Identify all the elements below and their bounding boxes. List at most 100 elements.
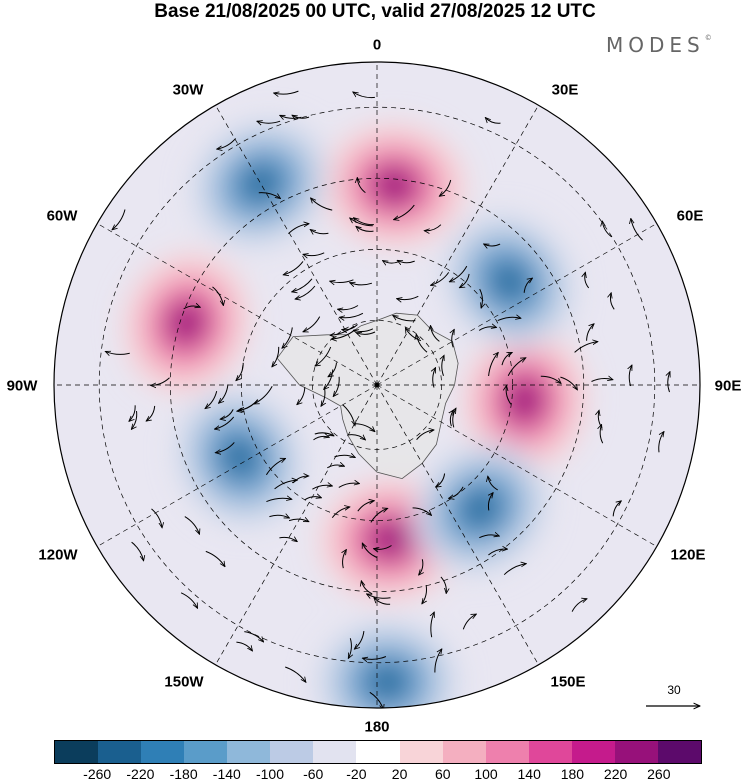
wind-arrow bbox=[523, 278, 532, 293]
wind-arrow bbox=[540, 375, 561, 383]
wind-arrow bbox=[356, 226, 374, 232]
lon-label-60e: 60E bbox=[676, 207, 704, 225]
wind-arrow bbox=[348, 434, 365, 440]
colorbar-segment bbox=[442, 741, 486, 763]
wind-arrow bbox=[292, 278, 313, 292]
negative-anomaly-175e bbox=[316, 619, 459, 708]
lon-label-0: 0 bbox=[372, 36, 382, 54]
wind-arrow bbox=[282, 327, 293, 348]
wind-arrow bbox=[303, 252, 325, 256]
wind-arrow bbox=[362, 543, 378, 558]
antarctica-landmass bbox=[276, 312, 459, 480]
lon-label-120w: 120W bbox=[38, 546, 78, 564]
colorbar-tick-label: -140 bbox=[212, 766, 241, 782]
wind-arrow bbox=[236, 641, 252, 651]
wind-arrow bbox=[394, 204, 415, 220]
wind-arrow bbox=[591, 378, 614, 382]
wind-arrow bbox=[303, 316, 321, 332]
wind-arrow bbox=[304, 497, 322, 501]
wind-arrow bbox=[205, 390, 218, 409]
wind-arrow bbox=[431, 612, 434, 638]
wind-arrow bbox=[288, 224, 309, 235]
wind-arrow bbox=[442, 355, 444, 376]
wind-arrow bbox=[362, 656, 387, 660]
wind-arrow bbox=[484, 244, 501, 246]
map-border bbox=[53, 61, 701, 709]
colorbar-tick-label: 260 bbox=[647, 766, 671, 782]
wind-arrow bbox=[488, 476, 498, 491]
wind-arrow bbox=[269, 515, 289, 518]
wind-arrow bbox=[331, 507, 350, 519]
wind-arrow bbox=[488, 352, 499, 377]
colorbar-segment bbox=[356, 741, 400, 763]
wind-arrow bbox=[312, 485, 332, 490]
wind-arrow bbox=[183, 306, 201, 310]
wind-arrow bbox=[462, 614, 476, 630]
wind-arrow bbox=[431, 325, 440, 342]
wind-arrow bbox=[265, 458, 285, 476]
colorbar-segment bbox=[270, 741, 314, 763]
wind-arrow bbox=[105, 351, 130, 354]
positive-anomaly-90e bbox=[462, 329, 587, 472]
wind-arrow bbox=[333, 376, 340, 397]
positive-anomaly-75w bbox=[123, 252, 250, 394]
colorbar-tick-label: -260 bbox=[83, 766, 112, 782]
wind-arrow bbox=[422, 585, 427, 604]
wind-arrow bbox=[292, 476, 309, 484]
brand-text: MODES bbox=[606, 33, 705, 57]
colorbar-tick-labels: -260 -220 -180 -140 -100 -60 -20 20 60 100 140 180 2… bbox=[0, 766, 750, 783]
wind-arrow bbox=[431, 272, 450, 285]
reference-vector-label: 30 bbox=[667, 683, 681, 697]
colorbar-segment bbox=[98, 741, 142, 763]
wind-arrow bbox=[339, 312, 364, 317]
wind-arrow bbox=[131, 541, 144, 561]
wind-arrow bbox=[416, 430, 435, 441]
wind-arrow bbox=[501, 351, 512, 366]
wind-arrow bbox=[129, 405, 136, 421]
wind-arrow bbox=[334, 455, 356, 457]
wind-arrow bbox=[383, 261, 399, 264]
positive-anomaly-0-deg bbox=[323, 123, 466, 248]
brand-mark: © bbox=[704, 34, 712, 42]
south-pole-marker bbox=[374, 382, 380, 388]
lon-label-90w: 90W bbox=[6, 377, 38, 395]
wind-arrow bbox=[283, 261, 304, 274]
colorbar-tick-label: 220 bbox=[603, 766, 628, 782]
wind-arrow bbox=[295, 285, 316, 299]
wind-arrow bbox=[571, 599, 587, 612]
wind-arrow bbox=[112, 209, 126, 230]
colorbar-tick-label: 60 bbox=[435, 766, 451, 782]
colorbar-segment bbox=[614, 741, 658, 763]
wind-arrow bbox=[357, 501, 375, 512]
wind-arrow bbox=[342, 404, 355, 426]
wind-arrow bbox=[459, 273, 470, 288]
wind-arrow bbox=[668, 372, 670, 393]
wind-arrow bbox=[449, 265, 468, 282]
wind-arrow bbox=[602, 221, 612, 238]
wind-arrow bbox=[436, 473, 446, 488]
colorbar-tick-label: 100 bbox=[474, 766, 498, 782]
colorbar-segment bbox=[399, 741, 443, 763]
wind-arrow bbox=[343, 550, 347, 569]
wind-arrow bbox=[219, 384, 229, 403]
wind-arrow bbox=[354, 218, 374, 226]
colorbar-tick-label: -20 bbox=[346, 766, 367, 782]
wind-arrow bbox=[503, 564, 526, 576]
wind-arrow bbox=[285, 666, 306, 682]
colorbar-tick-label: -60 bbox=[303, 766, 324, 782]
colorbar-segment bbox=[528, 741, 572, 763]
wind-arrow bbox=[440, 576, 446, 594]
wind-arrow bbox=[585, 272, 590, 289]
wind-arrow bbox=[205, 550, 225, 566]
wind-arrow bbox=[217, 138, 236, 149]
lon-label-180: 180 bbox=[364, 718, 390, 736]
colorbar-segment bbox=[55, 741, 99, 763]
wind-arrow bbox=[353, 92, 375, 99]
colorbar-segment bbox=[227, 741, 271, 763]
wind-arrow bbox=[321, 386, 325, 406]
lon-label-90e: 90E bbox=[714, 377, 742, 395]
wind-arrow bbox=[330, 279, 354, 283]
anomaly-field bbox=[123, 119, 587, 708]
wind-arrow bbox=[180, 592, 198, 609]
